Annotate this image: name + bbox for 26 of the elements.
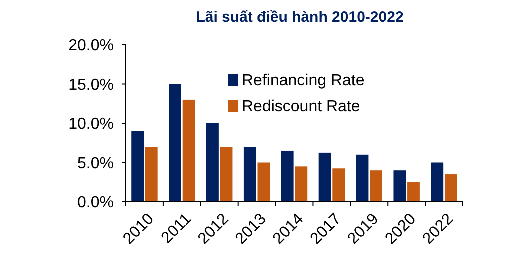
bar — [444, 174, 458, 202]
bar — [206, 124, 219, 202]
bar — [169, 84, 182, 202]
legend-label: Refinancing Rate — [242, 72, 365, 90]
y-tick-label: 5.0% — [78, 155, 114, 172]
bar — [182, 100, 196, 202]
y-tick-label: 15.0% — [68, 76, 114, 94]
bar — [295, 166, 308, 202]
y-tick-label: 10.0% — [68, 116, 114, 134]
legend-label: Rediscount Rate — [242, 98, 360, 116]
bar — [332, 168, 346, 202]
y-tick-label: 20.0% — [68, 38, 114, 55]
bar — [132, 131, 144, 202]
bar — [145, 147, 158, 202]
bar — [220, 147, 233, 202]
bar — [356, 154, 369, 202]
bar — [408, 182, 420, 202]
y-tick-label: 0.0% — [78, 194, 114, 212]
bar — [431, 162, 444, 202]
chart-title: Lãi suất điều hành 2010-2022 — [196, 9, 404, 26]
bar — [394, 170, 406, 202]
bar — [258, 162, 270, 202]
bar — [281, 150, 294, 202]
bar — [244, 147, 256, 202]
bar — [318, 152, 332, 202]
bar — [370, 170, 382, 202]
